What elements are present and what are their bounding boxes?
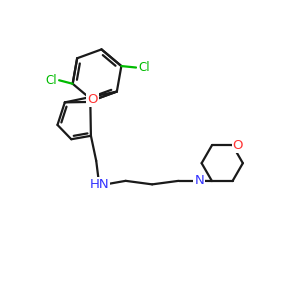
- Text: O: O: [87, 93, 98, 106]
- Text: Cl: Cl: [45, 74, 57, 87]
- Text: HN: HN: [89, 178, 109, 191]
- Text: N: N: [194, 174, 204, 187]
- Text: Cl: Cl: [138, 61, 149, 74]
- Text: O: O: [232, 139, 243, 152]
